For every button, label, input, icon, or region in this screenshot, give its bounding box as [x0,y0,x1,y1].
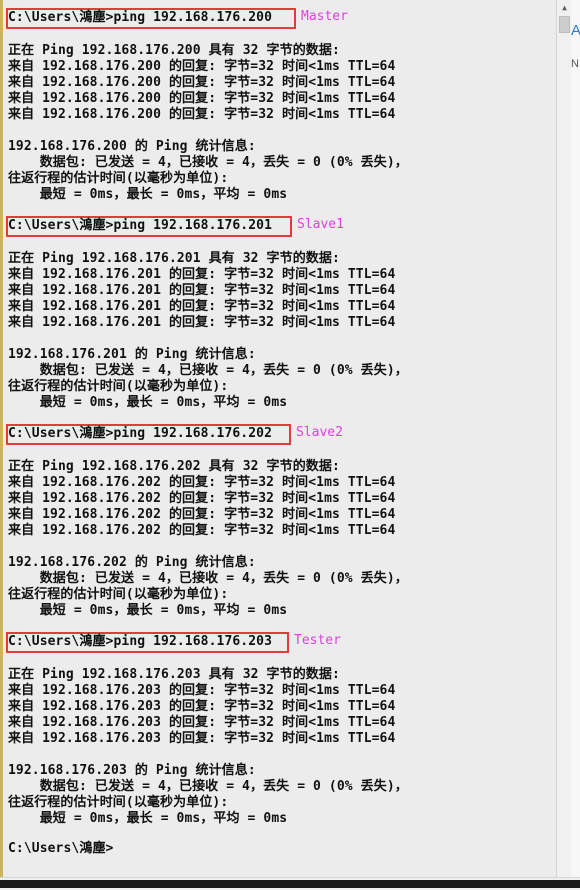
command-line: C:\Users\鴻塵>ping 192.168.176.201 [8,218,272,234]
rtt-label: 往返行程的估计时间(以毫秒为单位): [8,795,228,811]
stats-title: 192.168.176.200 的 Ping 统计信息: [8,139,256,155]
horizontal-scrollbar[interactable] [0,877,580,890]
packets-line: 数据包: 已发送 = 4，已接收 = 4，丢失 = 0 (0% 丢失)， [8,363,408,379]
reply-line: 来自 192.168.176.203 的回复: 字节=32 时间<1ms TTL… [8,683,395,699]
command-prompt: C:\Users\鴻塵> [8,841,113,857]
reply-line: 来自 192.168.176.202 的回复: 字节=32 时间<1ms TTL… [8,523,395,539]
reply-line: 来自 192.168.176.200 的回复: 字节=32 时间<1ms TTL… [8,75,395,91]
edge-letter-n: N [571,58,579,70]
command-line: C:\Users\鴻塵>ping 192.168.176.200 [8,10,272,26]
edge-letter-a: A [571,22,580,39]
scrollbar-track [0,880,580,888]
reply-line: 来自 192.168.176.200 的回复: 字节=32 时间<1ms TTL… [8,59,395,75]
reply-line: 来自 192.168.176.203 的回复: 字节=32 时间<1ms TTL… [8,699,395,715]
reply-line: 来自 192.168.176.201 的回复: 字节=32 时间<1ms TTL… [8,315,395,331]
rtt-label: 往返行程的估计时间(以毫秒为单位): [8,171,228,187]
host-tag-label: Master [301,9,348,25]
rtt-label: 往返行程的估计时间(以毫秒为单位): [8,587,228,603]
host-tag-label: Slave2 [296,425,343,441]
rtt-line: 最短 = 0ms，最长 = 0ms，平均 = 0ms [8,603,287,619]
host-tag-label: Slave1 [297,217,344,233]
reply-line: 来自 192.168.176.202 的回复: 字节=32 时间<1ms TTL… [8,475,395,491]
ping-header: 正在 Ping 192.168.176.201 具有 32 字节的数据: [8,251,340,267]
ping-header: 正在 Ping 192.168.176.200 具有 32 字节的数据: [8,43,340,59]
ping-header: 正在 Ping 192.168.176.203 具有 32 字节的数据: [8,667,340,683]
command-line: C:\Users\鴻塵>ping 192.168.176.203 [8,634,272,650]
command-line: C:\Users\鴻塵>ping 192.168.176.202 [8,426,272,442]
reply-line: 来自 192.168.176.201 的回复: 字节=32 时间<1ms TTL… [8,283,395,299]
vertical-scrollbar[interactable]: ▲ [556,0,572,877]
stats-title: 192.168.176.201 的 Ping 统计信息: [8,347,256,363]
console-output[interactable]: C:\Users\鴻塵>ping 192.168.176.200 Master 正在… [3,0,556,877]
rtt-label: 往返行程的估计时间(以毫秒为单位): [8,379,228,395]
rtt-line: 最短 = 0ms，最长 = 0ms，平均 = 0ms [8,395,287,411]
packets-line: 数据包: 已发送 = 4，已接收 = 4，丢失 = 0 (0% 丢失)， [8,779,408,795]
rtt-line: 最短 = 0ms，最长 = 0ms，平均 = 0ms [8,811,287,827]
stats-title: 192.168.176.202 的 Ping 统计信息: [8,555,256,571]
host-tag-label: Tester [294,633,341,649]
reply-line: 来自 192.168.176.200 的回复: 字节=32 时间<1ms TTL… [8,91,395,107]
stats-title: 192.168.176.203 的 Ping 统计信息: [8,763,256,779]
background-window-edge: A N [571,0,580,889]
reply-line: 来自 192.168.176.202 的回复: 字节=32 时间<1ms TTL… [8,507,395,523]
reply-line: 来自 192.168.176.203 的回复: 字节=32 时间<1ms TTL… [8,731,395,747]
packets-line: 数据包: 已发送 = 4，已接收 = 4，丢失 = 0 (0% 丢失)， [8,155,408,171]
reply-line: 来自 192.168.176.200 的回复: 字节=32 时间<1ms TTL… [8,107,395,123]
rtt-line: 最短 = 0ms，最长 = 0ms，平均 = 0ms [8,187,287,203]
scrollbar-thumb[interactable] [559,16,570,33]
arrow-up-icon[interactable]: ▲ [557,0,572,16]
packets-line: 数据包: 已发送 = 4，已接收 = 4，丢失 = 0 (0% 丢失)， [8,571,408,587]
reply-line: 来自 192.168.176.203 的回复: 字节=32 时间<1ms TTL… [8,715,395,731]
reply-line: 来自 192.168.176.201 的回复: 字节=32 时间<1ms TTL… [8,299,395,315]
reply-line: 来自 192.168.176.202 的回复: 字节=32 时间<1ms TTL… [8,491,395,507]
reply-line: 来自 192.168.176.201 的回复: 字节=32 时间<1ms TTL… [8,267,395,283]
ping-header: 正在 Ping 192.168.176.202 具有 32 字节的数据: [8,459,340,475]
